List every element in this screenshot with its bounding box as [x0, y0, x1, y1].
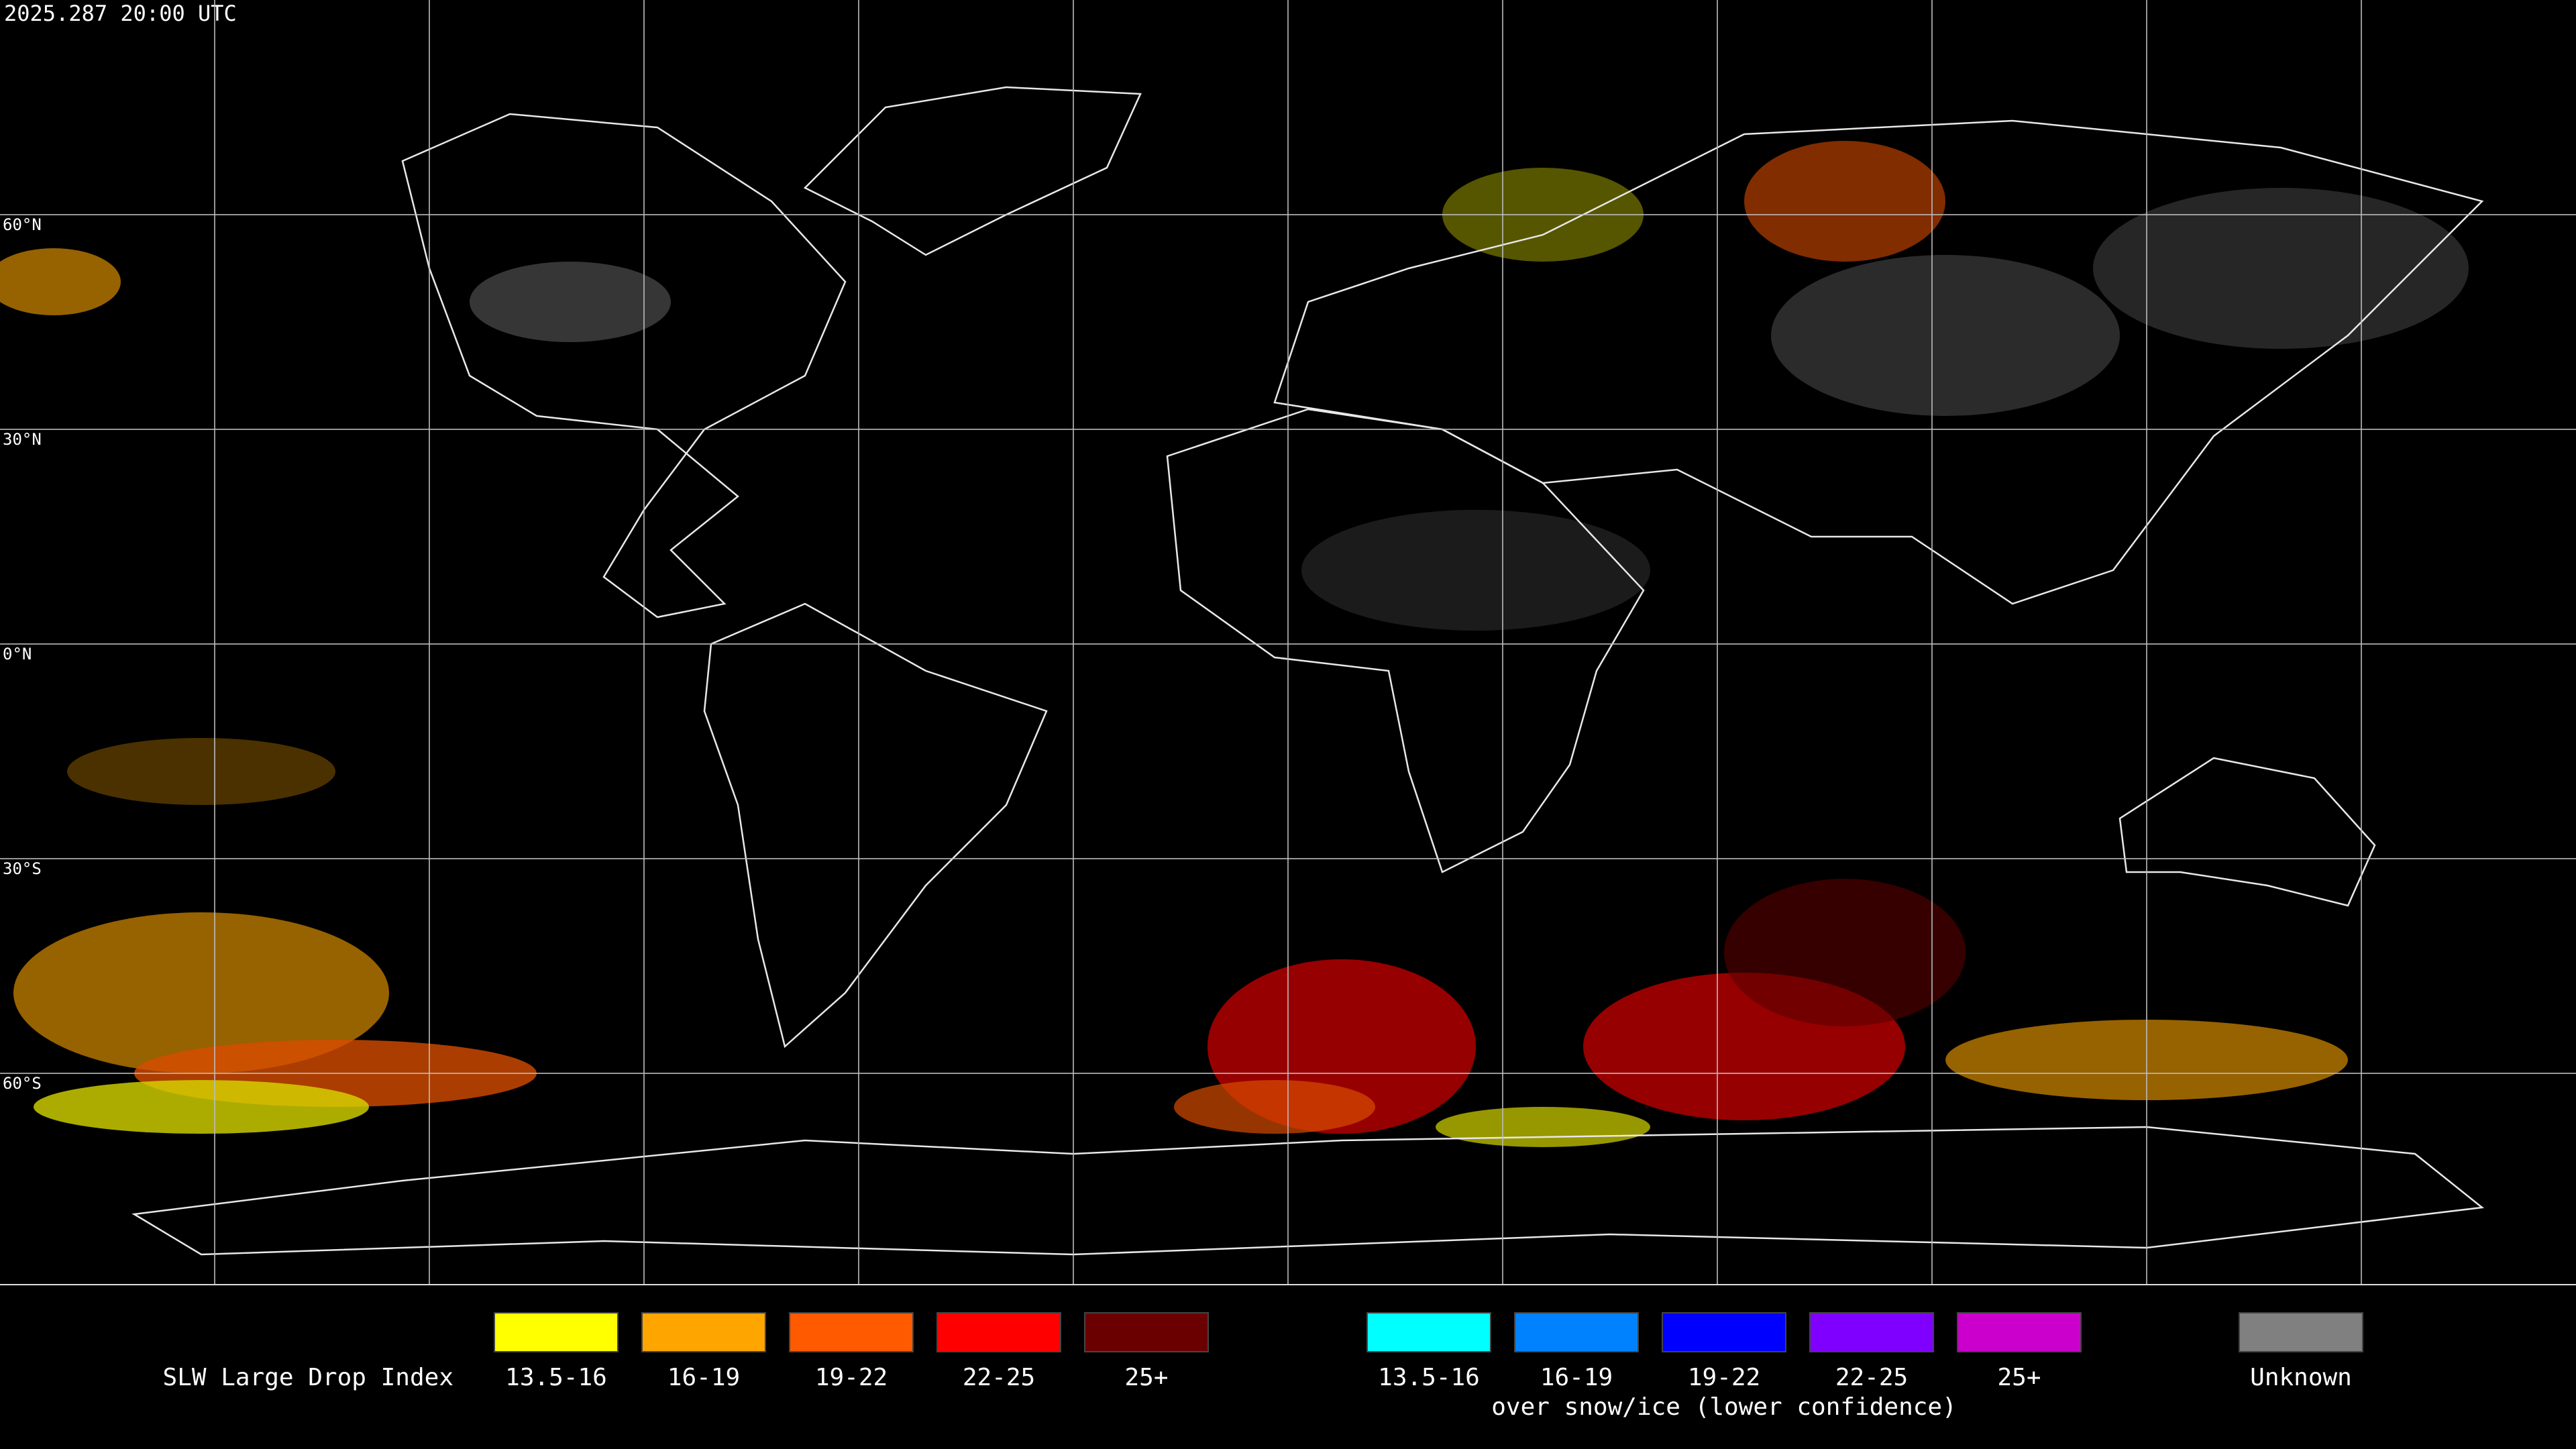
coastline	[703, 602, 1048, 1049]
legend-swatch	[1084, 1312, 1209, 1352]
legend-label: 19-22	[1688, 1364, 1760, 1391]
legend-label: 13.5-16	[1378, 1364, 1480, 1391]
legend-swatch	[1809, 1312, 1934, 1352]
legend-label: 16-19	[1540, 1364, 1613, 1391]
cloud-patch	[1771, 255, 2120, 416]
cloud-patch	[1724, 879, 1966, 1026]
coastline	[131, 1126, 2485, 1256]
legend-label: 19-22	[815, 1364, 888, 1391]
latitude-label: 30°S	[3, 859, 42, 878]
legend-swatch	[789, 1312, 914, 1352]
legend-swatch	[936, 1312, 1061, 1352]
cloud-patch	[67, 738, 335, 805]
latitude-label: 0°N	[3, 645, 32, 663]
cloud-patch	[1744, 141, 1945, 262]
legend-swatch	[641, 1312, 766, 1352]
cloud-patch	[0, 248, 121, 315]
coastline	[401, 113, 847, 619]
legend-swatch	[1366, 1312, 1491, 1352]
cloud-patch	[34, 1080, 369, 1134]
latitude-label: 60°S	[3, 1074, 42, 1093]
cloud-patch	[1174, 1080, 1375, 1134]
legend-swatch	[494, 1312, 619, 1352]
legend-label: Unknown	[2250, 1364, 2352, 1391]
cloud-patch	[1436, 1107, 1650, 1147]
legend-label: 25+	[1997, 1364, 2041, 1391]
timestamp: 2025.287 20:00 UTC	[4, 1, 237, 26]
cloud-patch	[1301, 510, 1650, 631]
legend-title: SLW Large Drop Index	[163, 1364, 453, 1391]
legend-label: 22-25	[1835, 1364, 1908, 1391]
legend-label: 16-19	[667, 1364, 740, 1391]
latitude-label: 30°N	[3, 430, 42, 449]
coastline	[2118, 757, 2376, 907]
legend-label: 13.5-16	[505, 1364, 607, 1391]
coastlines	[131, 86, 2485, 1256]
coastline	[803, 86, 1142, 256]
latitude-label: 60°N	[3, 215, 42, 234]
cloud-patch	[13, 912, 389, 1073]
legend-caption: over snow/ice (lower confidence)	[1491, 1393, 1957, 1421]
coastline	[1273, 119, 2484, 605]
cloud-patch	[2093, 188, 2469, 349]
cloud-patch	[470, 262, 671, 342]
legend-label: 22-25	[963, 1364, 1035, 1391]
legend-label: 25+	[1124, 1364, 1168, 1391]
legend-swatch	[1514, 1312, 1639, 1352]
legend-swatch	[1662, 1312, 1786, 1352]
legend-swatch	[2239, 1312, 2363, 1352]
legend-swatch	[1957, 1312, 2082, 1352]
